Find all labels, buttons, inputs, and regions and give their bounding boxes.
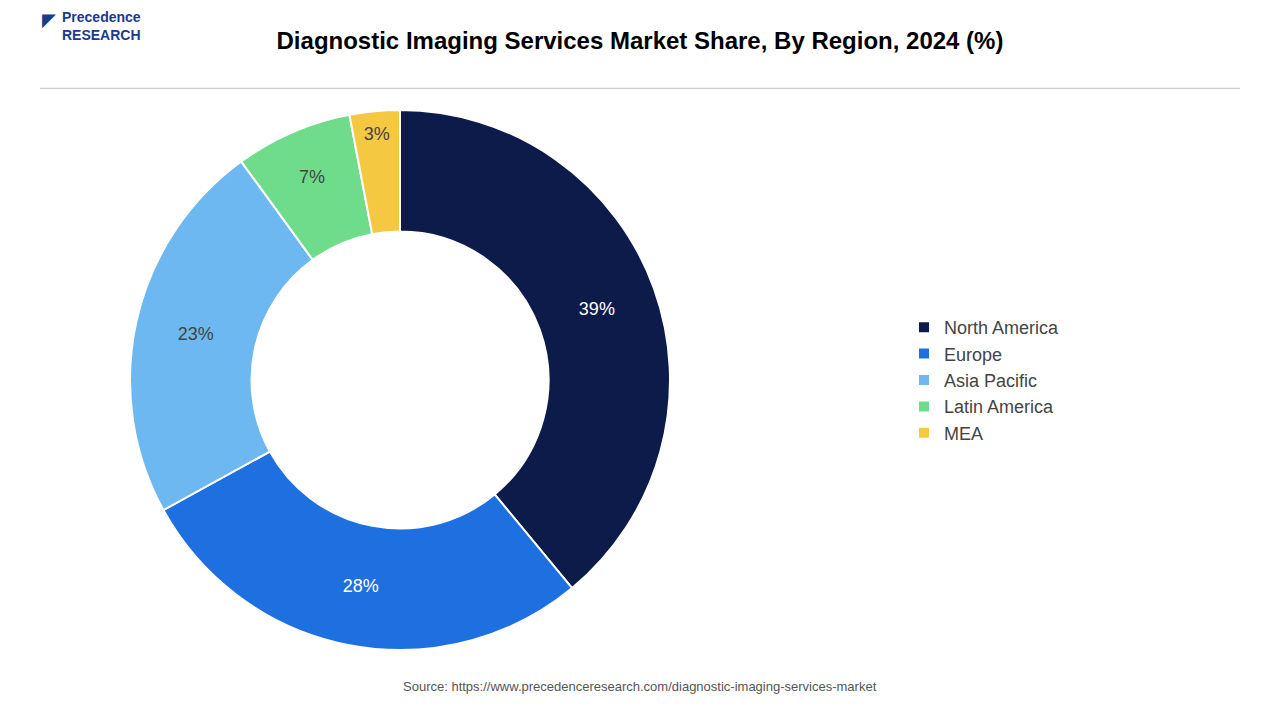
svg-text:Diagnostic Imaging Services Ma: Diagnostic Imaging Services Market Share… <box>277 27 1004 54</box>
svg-text:39%: 39% <box>579 299 615 319</box>
svg-text:28%: 28% <box>343 576 379 596</box>
svg-text:North America: North America <box>944 318 1059 338</box>
svg-text:PrecedenceRESEARCH: PrecedenceRESEARCH <box>62 9 141 43</box>
svg-text:Asia Pacific: Asia Pacific <box>944 371 1037 391</box>
svg-text:◤: ◤ <box>42 9 56 30</box>
svg-text:23%: 23% <box>178 324 214 344</box>
svg-text:7%: 7% <box>299 167 325 187</box>
svg-text:Latin America: Latin America <box>944 397 1054 417</box>
svg-text:3%: 3% <box>364 124 390 144</box>
svg-text:MEA: MEA <box>944 424 983 444</box>
svg-text:Source: https://www.precedence: Source: https://www.precedenceresearch.c… <box>403 679 877 694</box>
svg-text:Europe: Europe <box>944 345 1002 365</box>
